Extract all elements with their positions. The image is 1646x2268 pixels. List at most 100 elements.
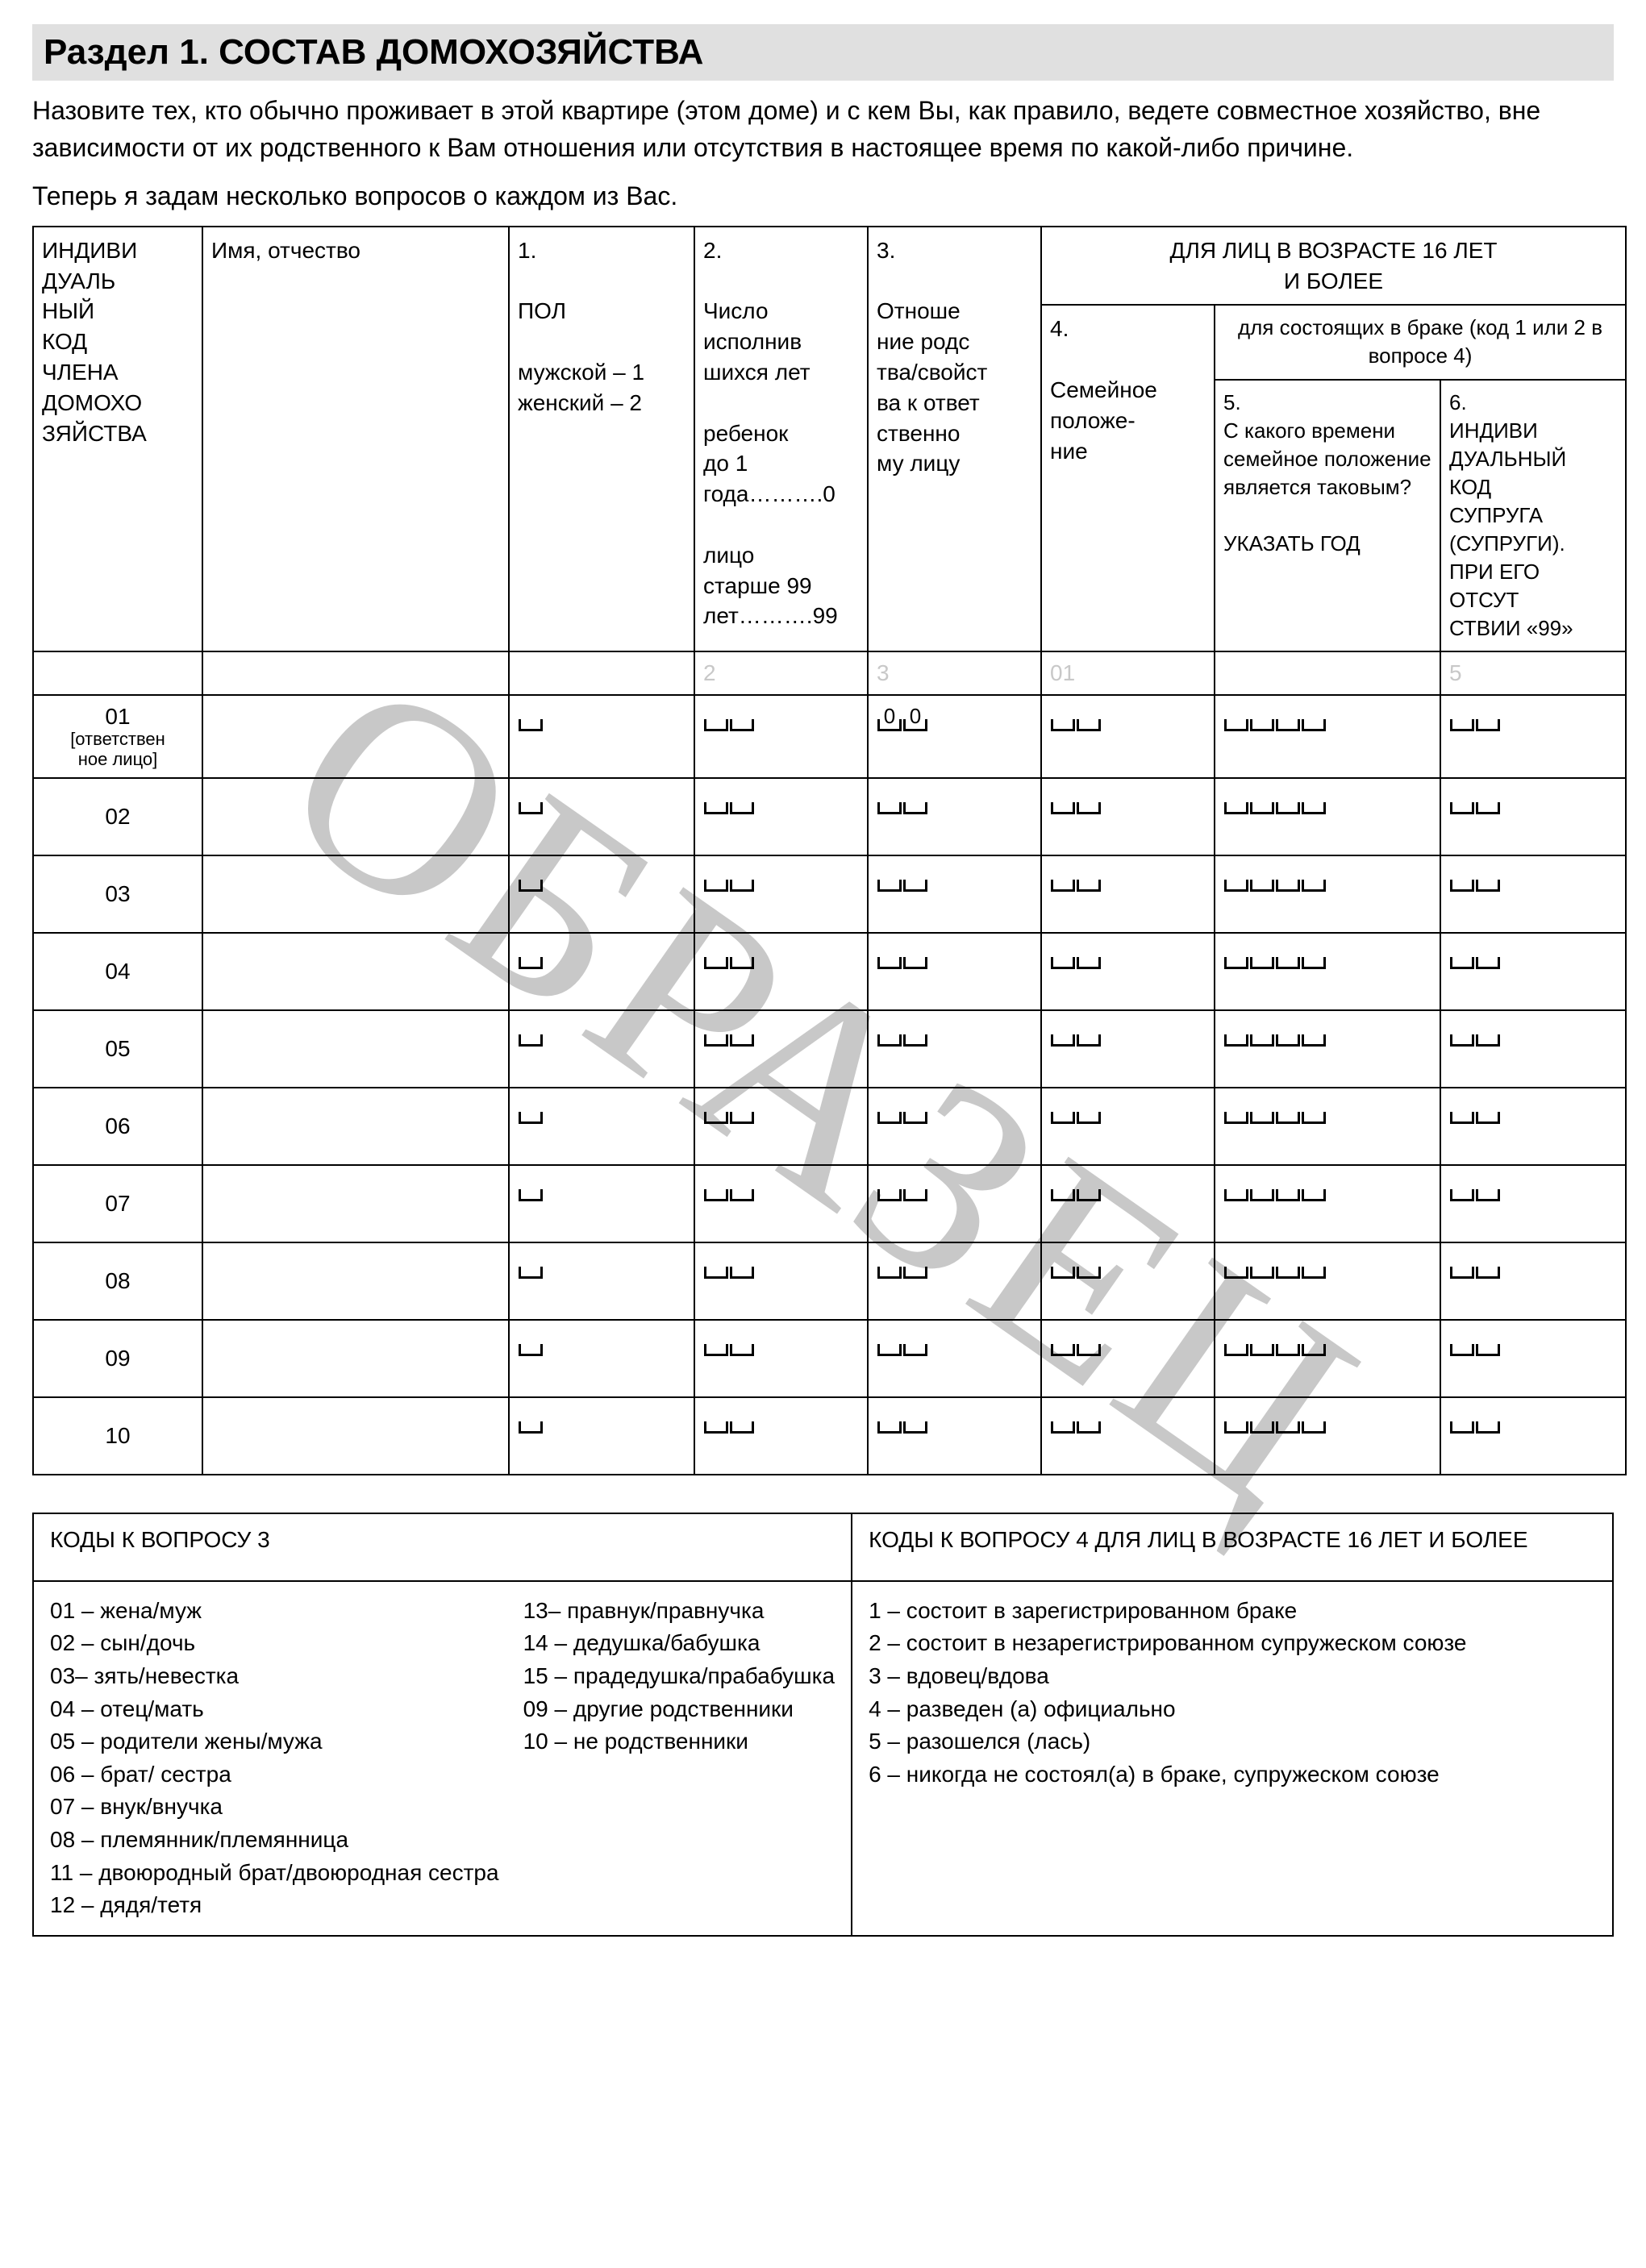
entry-boxes[interactable] — [877, 1251, 928, 1279]
entry-boxes[interactable] — [1050, 1174, 1102, 1201]
entry-boxes[interactable] — [703, 1329, 755, 1356]
entry-boxes[interactable] — [1223, 787, 1327, 814]
header-col2: 1. ПОЛ мужской – 1женский – 2 — [509, 227, 694, 652]
sex-cell — [509, 1397, 694, 1475]
entry-boxes[interactable] — [518, 1097, 544, 1124]
name-cell[interactable] — [202, 778, 509, 855]
entry-boxes[interactable] — [877, 1406, 928, 1434]
entry-boxes[interactable] — [518, 787, 544, 814]
row-id: 04 — [33, 933, 202, 1010]
entry-boxes[interactable] — [1223, 1174, 1327, 1201]
entry-boxes[interactable]: 00 — [877, 704, 928, 731]
entry-boxes[interactable] — [877, 864, 928, 892]
entry-boxes[interactable] — [1223, 704, 1327, 731]
header-col1: Имя, отчество — [202, 227, 509, 652]
name-cell[interactable] — [202, 1088, 509, 1165]
entry-boxes[interactable] — [518, 942, 544, 969]
entry-boxes[interactable] — [877, 1019, 928, 1047]
entry-boxes[interactable] — [1449, 1097, 1501, 1124]
entry-boxes[interactable] — [518, 1019, 544, 1047]
name-cell[interactable] — [202, 1397, 509, 1475]
entry-boxes[interactable] — [518, 864, 544, 892]
entry-boxes[interactable] — [1223, 1406, 1327, 1434]
entry-boxes[interactable] — [1223, 1329, 1327, 1356]
codes-line: 06 – брат/ сестра — [50, 1758, 499, 1792]
entry-boxes[interactable] — [1050, 942, 1102, 969]
entry-boxes[interactable] — [877, 942, 928, 969]
entry-boxes[interactable] — [877, 787, 928, 814]
entry-boxes[interactable] — [518, 1174, 544, 1201]
entry-boxes[interactable] — [877, 1329, 928, 1356]
sex-cell — [509, 1320, 694, 1397]
entry-boxes[interactable] — [877, 1097, 928, 1124]
marital-cell — [1041, 1088, 1215, 1165]
age-cell — [694, 1242, 868, 1320]
entry-boxes[interactable] — [703, 704, 755, 731]
spouse-id-cell — [1440, 695, 1626, 777]
entry-boxes[interactable] — [1223, 1097, 1327, 1124]
codes-line: 13– правнук/правнучка — [523, 1595, 836, 1628]
entry-boxes[interactable] — [518, 1406, 544, 1434]
entry-boxes[interactable] — [1223, 864, 1327, 892]
entry-boxes[interactable] — [1449, 1019, 1501, 1047]
codes-line: 3 – вдовец/вдова — [869, 1660, 1596, 1693]
entry-boxes[interactable] — [703, 1019, 755, 1047]
entry-boxes[interactable] — [703, 1251, 755, 1279]
age-cell — [694, 1165, 868, 1242]
entry-boxes[interactable] — [1449, 942, 1501, 969]
entry-boxes[interactable] — [703, 1097, 755, 1124]
entry-boxes[interactable] — [1050, 1329, 1102, 1356]
age-cell — [694, 695, 868, 777]
entry-boxes[interactable] — [1449, 787, 1501, 814]
entry-boxes[interactable] — [518, 1251, 544, 1279]
name-cell[interactable] — [202, 1165, 509, 1242]
entry-boxes[interactable] — [1050, 1251, 1102, 1279]
name-cell[interactable] — [202, 695, 509, 777]
entry-boxes[interactable] — [1050, 1097, 1102, 1124]
age-cell — [694, 855, 868, 933]
col-hint: 3 — [868, 651, 1041, 695]
header-col4: 3. Отношение родства/свойства к ответств… — [868, 227, 1041, 652]
entry-boxes[interactable] — [1050, 704, 1102, 731]
codes-q3-body: 01 – жена/муж02 – сын/дочь03– зять/невес… — [33, 1581, 852, 1936]
entry-boxes[interactable] — [1050, 1406, 1102, 1434]
sex-cell — [509, 933, 694, 1010]
entry-boxes[interactable] — [1449, 1174, 1501, 1201]
table-row: 09 — [33, 1320, 1626, 1397]
entry-boxes[interactable] — [1050, 864, 1102, 892]
name-cell[interactable] — [202, 855, 509, 933]
marital-cell — [1041, 1397, 1215, 1475]
entry-boxes[interactable] — [1223, 942, 1327, 969]
entry-boxes[interactable] — [1449, 864, 1501, 892]
col-hint: 01 — [1041, 651, 1215, 695]
entry-boxes[interactable] — [518, 1329, 544, 1356]
entry-boxes[interactable] — [1223, 1019, 1327, 1047]
name-cell[interactable] — [202, 1320, 509, 1397]
intro-paragraph-2: Теперь я задам несколько вопросов о кажд… — [32, 181, 1614, 211]
name-cell[interactable] — [202, 1242, 509, 1320]
entry-boxes[interactable] — [703, 864, 755, 892]
entry-boxes[interactable] — [703, 1406, 755, 1434]
entry-boxes[interactable] — [1449, 704, 1501, 731]
entry-boxes[interactable] — [518, 704, 544, 731]
relation-cell — [868, 1010, 1041, 1088]
year-cell — [1215, 933, 1440, 1010]
section-title: Раздел 1. СОСТАВ ДОМОХОЗЯЙСТВА — [32, 24, 1614, 81]
name-cell[interactable] — [202, 933, 509, 1010]
entry-boxes[interactable] — [703, 787, 755, 814]
codes-line: 10 – не родственники — [523, 1725, 836, 1758]
entry-boxes[interactable] — [1449, 1406, 1501, 1434]
col-hint — [202, 651, 509, 695]
entry-boxes[interactable] — [1449, 1329, 1501, 1356]
entry-boxes[interactable] — [1223, 1251, 1327, 1279]
entry-boxes[interactable] — [1050, 787, 1102, 814]
entry-boxes[interactable] — [877, 1174, 928, 1201]
entry-boxes[interactable] — [1449, 1251, 1501, 1279]
name-cell[interactable] — [202, 1010, 509, 1088]
age-cell — [694, 1088, 868, 1165]
entry-boxes[interactable] — [703, 942, 755, 969]
codes-line: 04 – отец/мать — [50, 1693, 499, 1726]
entry-boxes[interactable] — [1050, 1019, 1102, 1047]
year-cell — [1215, 695, 1440, 777]
entry-boxes[interactable] — [703, 1174, 755, 1201]
